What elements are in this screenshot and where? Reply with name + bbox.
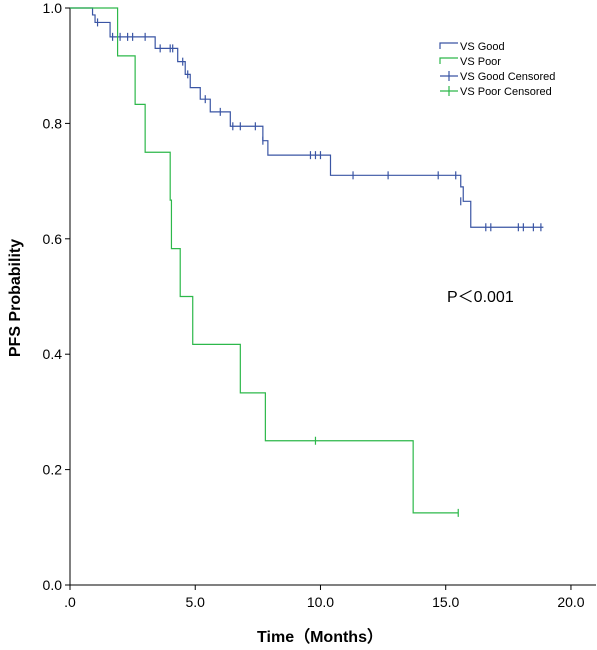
axes: 0.0 0.2 0.4 0.6 0.8 1.0 .0 5.0 10.0 15.0 20.0	[43, 0, 596, 610]
x-tick-label: 5.0	[186, 594, 206, 610]
y-tick-label: 0.2	[43, 462, 63, 478]
y-tick-label: 1.0	[43, 0, 63, 16]
legend-line-swatch	[439, 57, 458, 64]
y-tick-label: 0.4	[43, 346, 63, 362]
legend-label: VS Poor	[460, 56, 501, 68]
series-layer	[70, 7, 544, 517]
y-tick-label: 0.0	[43, 577, 63, 593]
p-value-annotation: P＜0.001	[447, 289, 514, 306]
series-line-vs-poor	[70, 7, 459, 514]
y-axis-title: PFS Probability	[7, 239, 24, 357]
y-tick-label: 0.8	[43, 115, 63, 131]
x-tick-label: 10.0	[307, 594, 334, 610]
legend-label: VS Good	[460, 41, 505, 53]
x-tick-label: 20.0	[557, 594, 584, 610]
legend-line-swatch	[439, 42, 458, 49]
x-axis-title: Time（Months）	[257, 628, 383, 646]
x-tick-label: .0	[64, 594, 76, 610]
y-tick-label: 0.6	[43, 231, 63, 247]
legend: VS Good VS Poor VS Good Censored VS Poor Ce…	[439, 41, 555, 98]
x-tick-label: 15.0	[432, 594, 459, 610]
legend-label: VS Good Censored	[460, 71, 555, 83]
legend-label: VS Poor Censored	[460, 86, 552, 98]
